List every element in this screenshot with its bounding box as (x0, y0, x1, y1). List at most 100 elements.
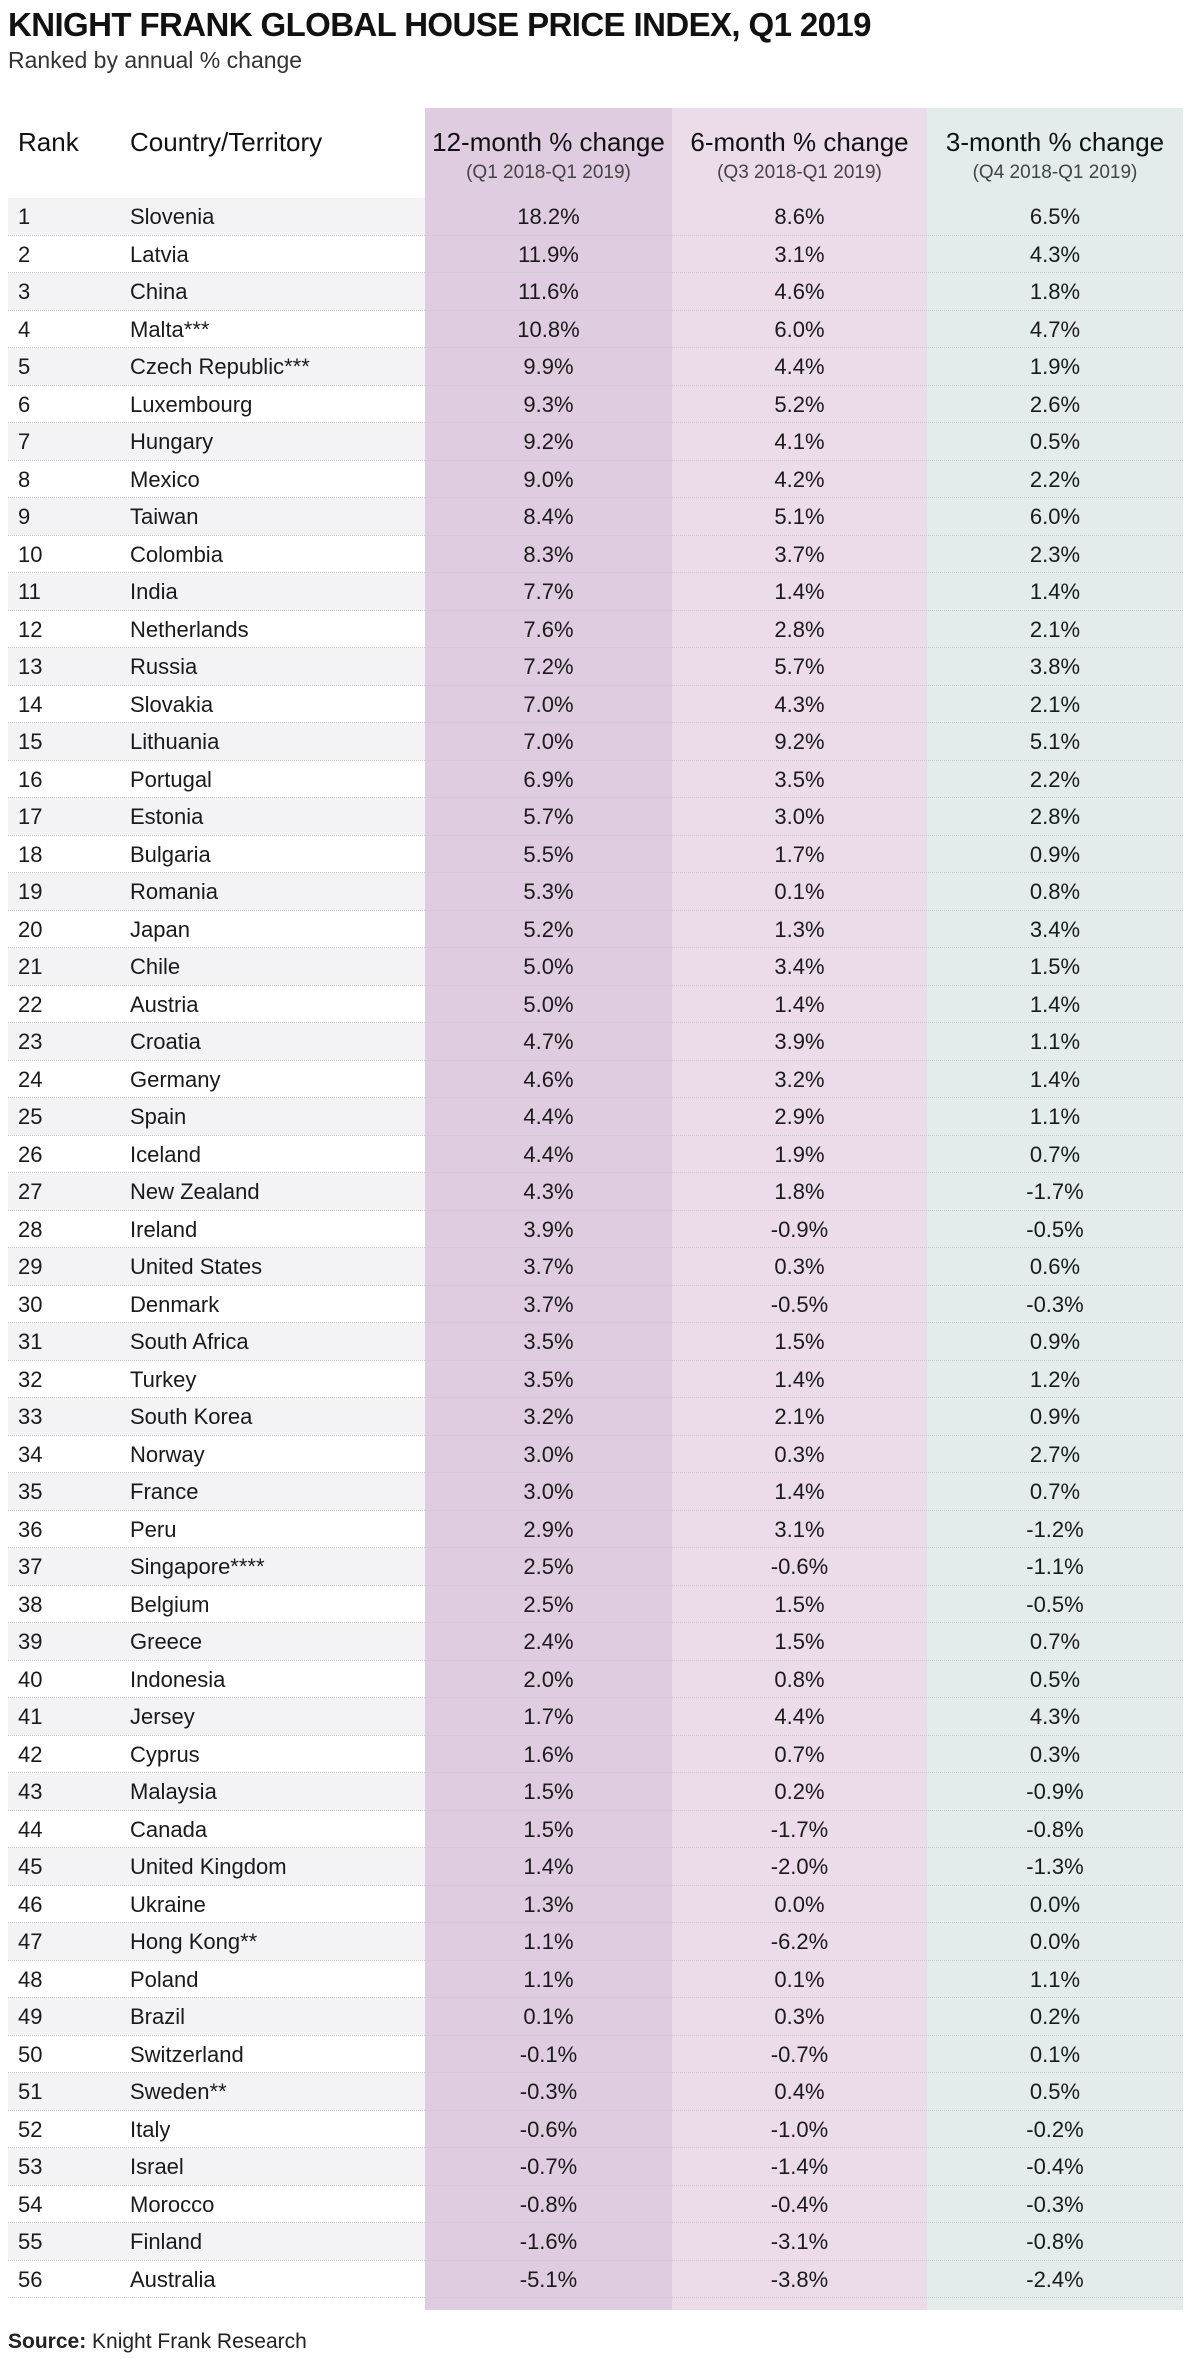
rank-cell: 39 (18, 1629, 43, 1654)
rank-cell: 31 (18, 1329, 43, 1354)
change-12-month-cell: 11.9% (518, 241, 579, 267)
column-shade-3-month (927, 108, 1183, 2310)
change-12-month-cell: 3.7% (523, 1254, 574, 1279)
change-3-month-cell: 0.7% (1029, 1141, 1081, 1167)
change-12-month-cell: -0.6% (519, 2116, 578, 2142)
change-12-month-cell: 2.5% (523, 1554, 574, 1579)
table-row: 35 France 3.0% 1.4% 0.7% (8, 1473, 1183, 1511)
table-row: 51 Sweden** -0.3% 0.4% 0.5% (8, 2073, 1183, 2111)
change-12-month-cell: 5.5% (523, 841, 574, 867)
change-3-month-cell: 0.2% (1029, 2004, 1081, 2029)
country-cell: Australia (130, 2266, 216, 2292)
country-cell: Czech Republic*** (130, 354, 310, 379)
rank-cell: 41 (18, 1704, 43, 1729)
change-3-month-cell: 0.3% (1029, 1741, 1081, 1767)
change-6-month-cell: 0.3% (774, 1254, 825, 1279)
change-12-month-cell: 1.5% (523, 1779, 574, 1804)
change-6-month-cell: 4.4% (774, 354, 825, 379)
country-cell: Malaysia (130, 1779, 217, 1804)
change-12-month-cell: 7.2% (523, 654, 574, 679)
change-12-month-cell: 0.1% (523, 2004, 574, 2029)
change-12-month-cell: 7.0% (523, 729, 574, 754)
country-cell: Austria (130, 991, 199, 1017)
table-row: 55 Finland -1.6% -3.1% -0.8% (8, 2223, 1183, 2261)
change-6-month-cell: 3.1% (774, 1516, 825, 1542)
table-row: 47 Hong Kong** 1.1% -6.2% 0.0% (8, 1923, 1183, 1961)
header-12-month: 12-month % change (Q1 2018-Q1 2019) (425, 126, 672, 186)
change-12-month-cell: 3.5% (523, 1366, 574, 1392)
rank-cell: 23 (18, 1029, 43, 1054)
rank-cell: 12 (18, 616, 43, 642)
change-12-month-cell: -0.8% (519, 2191, 578, 2217)
change-3-month-cell: 4.3% (1029, 241, 1081, 267)
change-3-month-cell: 1.9% (1029, 354, 1081, 379)
change-3-month-cell: 6.5% (1029, 204, 1081, 229)
rank-cell: 2 (18, 241, 31, 267)
change-3-month-cell: 3.8% (1029, 654, 1081, 679)
change-6-month-cell: 0.4% (774, 2079, 825, 2104)
country-cell: Italy (130, 2116, 171, 2142)
change-3-month-cell: 1.4% (1029, 579, 1081, 604)
country-cell: Israel (130, 2154, 184, 2179)
rank-cell: 48 (18, 1966, 43, 1992)
rank-cell: 35 (18, 1479, 43, 1504)
country-cell: Croatia (130, 1029, 201, 1054)
country-cell: Bulgaria (130, 841, 211, 867)
rank-cell: 24 (18, 1066, 43, 1092)
table-row: 5 Czech Republic*** 9.9% 4.4% 1.9% (8, 348, 1183, 386)
table-row: 28 Ireland 3.9% -0.9% -0.5% (8, 1211, 1183, 1248)
change-12-month-cell: 1.1% (523, 1966, 574, 1992)
rank-cell: 38 (18, 1591, 43, 1617)
country-cell: Peru (130, 1516, 177, 1542)
country-cell: Hungary (130, 429, 214, 454)
rank-cell: 5 (18, 354, 31, 379)
table-row: 14 Slovakia 7.0% 4.3% 2.1% (8, 686, 1183, 723)
country-cell: Canada (130, 1816, 208, 1842)
rank-cell: 43 (18, 1779, 43, 1804)
country-cell: Denmark (130, 1291, 220, 1317)
rank-cell: 52 (18, 2116, 43, 2142)
country-cell: Germany (130, 1066, 221, 1092)
change-12-month-cell: 2.9% (523, 1516, 574, 1542)
table-row: 33 South Korea 3.2% 2.1% 0.9% (8, 1398, 1183, 1436)
change-3-month-cell: -1.2% (1026, 1516, 1084, 1542)
change-6-month-cell: 1.5% (774, 1591, 825, 1617)
source-note: Source: Knight Frank Research (8, 2328, 307, 2356)
change-6-month-cell: 1.5% (774, 1329, 825, 1354)
rank-cell: 26 (18, 1141, 43, 1167)
table-row: 3 China 11.6% 4.6% 1.8% (8, 273, 1183, 311)
table-row: 43 Malaysia 1.5% 0.2% -0.9% (8, 1773, 1183, 1811)
change-3-month-cell: 0.9% (1029, 1404, 1081, 1429)
change-6-month-cell: 1.4% (774, 1479, 825, 1504)
change-3-month-cell: -0.8% (1026, 2229, 1084, 2254)
change-3-month-cell: 4.3% (1029, 1704, 1081, 1729)
change-12-month-cell: 9.9% (523, 354, 574, 379)
rank-cell: 40 (18, 1666, 43, 1692)
change-3-month-cell: -1.1% (1026, 1554, 1084, 1579)
country-cell: Sweden** (130, 2079, 227, 2104)
change-6-month-cell: 1.8% (774, 1179, 825, 1204)
change-12-month-cell: 1.7% (523, 1704, 574, 1729)
rank-cell: 21 (18, 954, 43, 979)
country-cell: Taiwan (130, 504, 199, 529)
change-12-month-cell: 4.6% (523, 1066, 574, 1092)
change-6-month-cell: 5.2% (774, 391, 825, 417)
country-cell: China (130, 279, 188, 304)
change-12-month-cell: 5.0% (523, 991, 574, 1017)
change-3-month-cell: -0.3% (1026, 2191, 1084, 2217)
change-12-month-cell: 1.6% (523, 1741, 574, 1767)
change-12-month-cell: 4.3% (523, 1179, 574, 1204)
header-3-month-label: 3-month % change (945, 127, 1165, 157)
change-3-month-cell: 2.6% (1029, 391, 1081, 417)
country-cell: Hong Kong** (130, 1929, 258, 1954)
change-6-month-cell: 1.9% (774, 1141, 825, 1167)
change-6-month-cell: -1.4% (770, 2154, 829, 2179)
table-header: Rank Country/Territory 12-month % change… (0, 108, 1200, 198)
change-6-month-cell: 8.6% (774, 204, 825, 229)
table-row: 4 Malta*** 10.8% 6.0% 4.7% (8, 311, 1183, 348)
change-12-month-cell: 1.4% (523, 1854, 574, 1879)
change-12-month-cell: 4.7% (523, 1029, 574, 1054)
change-12-month-cell: -0.1% (519, 2041, 578, 2067)
rank-cell: 44 (18, 1816, 43, 1842)
country-cell: Netherlands (130, 616, 249, 642)
